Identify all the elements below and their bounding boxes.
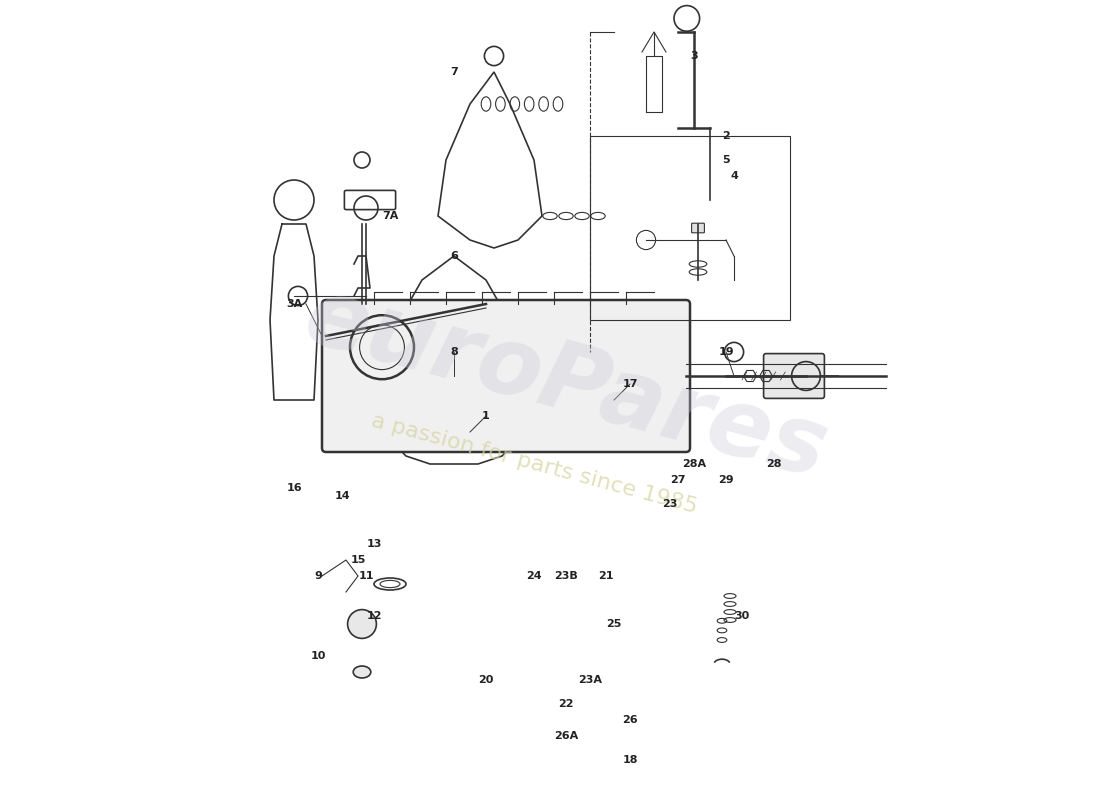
FancyBboxPatch shape <box>322 300 690 452</box>
Text: 16: 16 <box>286 483 301 493</box>
Text: 22: 22 <box>558 699 574 709</box>
Text: euroPares: euroPares <box>295 270 837 498</box>
Text: 26A: 26A <box>554 731 579 741</box>
Text: 20: 20 <box>478 675 494 685</box>
Text: 9: 9 <box>315 571 322 581</box>
Text: 5: 5 <box>723 155 729 165</box>
Text: 23B: 23B <box>554 571 578 581</box>
Text: 4: 4 <box>730 171 738 181</box>
Text: 7: 7 <box>450 67 458 77</box>
Text: 14: 14 <box>334 491 350 501</box>
Text: 13: 13 <box>366 539 382 549</box>
Text: 15: 15 <box>350 555 365 565</box>
Text: 29: 29 <box>718 475 734 485</box>
Text: 27: 27 <box>670 475 685 485</box>
Text: 7A: 7A <box>382 211 398 221</box>
FancyBboxPatch shape <box>692 223 704 233</box>
Text: 10: 10 <box>310 651 326 661</box>
Text: 17: 17 <box>623 379 638 389</box>
Text: 18: 18 <box>623 755 638 765</box>
Text: 25: 25 <box>606 619 621 629</box>
Text: 6: 6 <box>450 251 458 261</box>
Text: 23A: 23A <box>578 675 602 685</box>
Text: 2: 2 <box>722 131 730 141</box>
Text: 28: 28 <box>767 459 782 469</box>
Text: a passion for parts since 1985: a passion for parts since 1985 <box>368 410 700 518</box>
Text: 26: 26 <box>623 715 638 725</box>
Text: 11: 11 <box>359 571 374 581</box>
Ellipse shape <box>353 666 371 678</box>
FancyBboxPatch shape <box>763 354 824 398</box>
Text: 24: 24 <box>526 571 542 581</box>
Text: 21: 21 <box>598 571 614 581</box>
Text: 30: 30 <box>735 611 749 621</box>
Text: 8: 8 <box>450 347 458 357</box>
Text: 28A: 28A <box>682 459 706 469</box>
Text: 3A: 3A <box>286 299 302 309</box>
Text: 19: 19 <box>718 347 734 357</box>
Circle shape <box>348 610 376 638</box>
Text: 12: 12 <box>366 611 382 621</box>
Text: 23: 23 <box>662 499 678 509</box>
Text: 3: 3 <box>690 51 697 61</box>
Text: 1: 1 <box>482 411 490 421</box>
